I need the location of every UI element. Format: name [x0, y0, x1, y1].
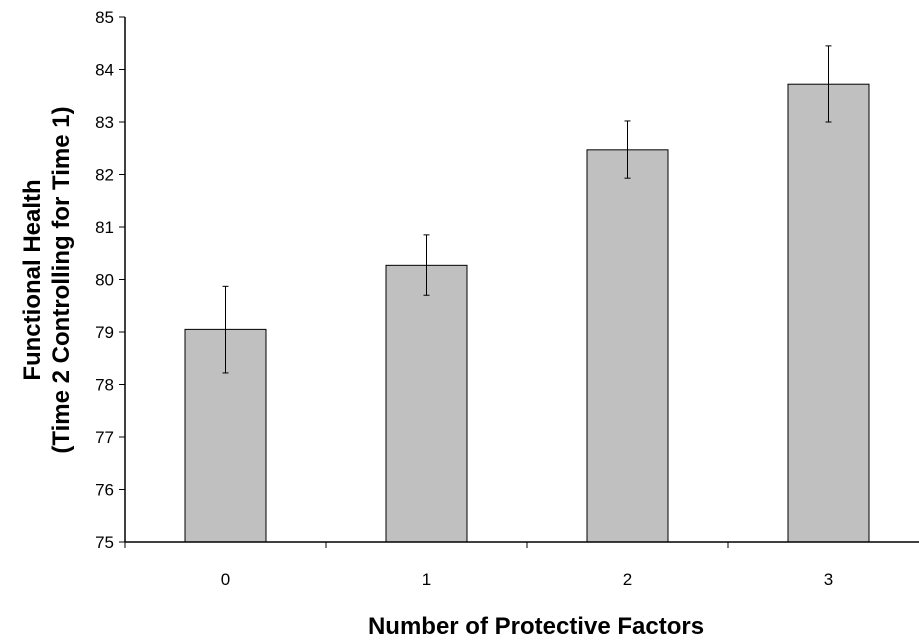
- y-tick-label-84: 84: [95, 61, 114, 80]
- x-tick-label-0: 0: [221, 570, 230, 589]
- bar-3: [787, 83, 870, 543]
- y-tick-label-77: 77: [95, 428, 114, 447]
- y-tick-label-76: 76: [95, 481, 114, 500]
- bar-2: [586, 149, 669, 543]
- y-tick-label-79: 79: [95, 323, 114, 342]
- y-axis-title: Functional Health (Time 2 Controlling fo…: [19, 106, 75, 453]
- x-tick-label-1: 1: [422, 570, 431, 589]
- y-tick-label-81: 81: [95, 218, 114, 237]
- plot-area: 75 76 77 78 79 80 81 82 83 84 85 0 1 2 3: [95, 8, 919, 589]
- y-tick-label-78: 78: [95, 376, 114, 395]
- x-axis-title: Number of Protective Factors: [368, 613, 704, 640]
- y-tick-label-85: 85: [95, 8, 114, 27]
- bar-1: [385, 264, 468, 543]
- y-axis-title-line-2: (Time 2 Controlling for Time 1): [48, 106, 75, 453]
- y-tick-label-82: 82: [95, 166, 114, 185]
- y-tick-label-75: 75: [95, 533, 114, 552]
- x-tick-label-3: 3: [824, 570, 833, 589]
- y-tick-label-80: 80: [95, 271, 114, 290]
- y-tick-label-83: 83: [95, 113, 114, 132]
- y-axis-title-line-1: Functional Health: [19, 179, 46, 380]
- x-tick-label-2: 2: [623, 570, 632, 589]
